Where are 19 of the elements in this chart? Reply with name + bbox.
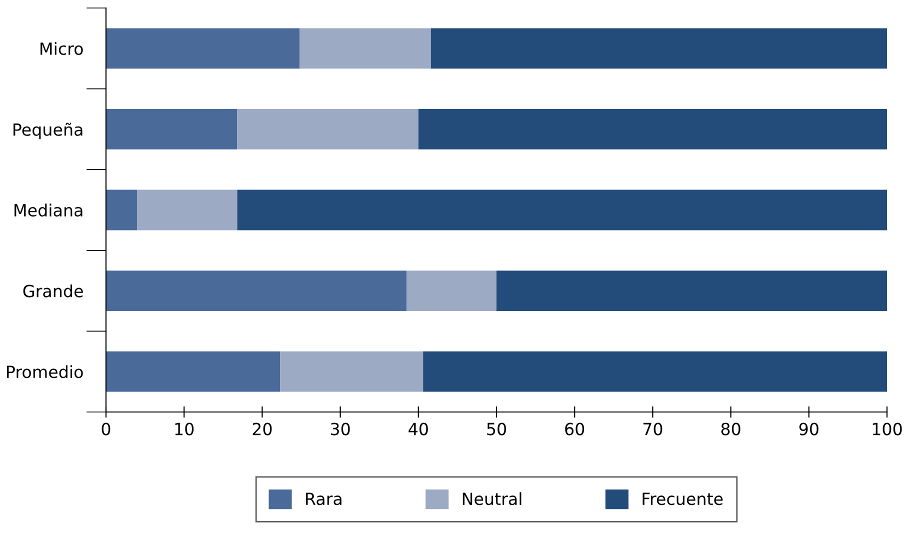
x-tick-label: 20 <box>252 422 272 436</box>
x-tick-label: 40 <box>408 422 428 436</box>
x-tick-label: 70 <box>643 422 662 436</box>
y-tick-label: Pequeña <box>14 122 82 140</box>
y-tick-label: Mediana <box>14 204 82 217</box>
y-tick-label: Micro <box>40 42 83 55</box>
x-tick-label: 60 <box>565 422 584 436</box>
x-tick-label: 80 <box>721 422 740 436</box>
x-tick-label: 10 <box>175 422 194 436</box>
x-tick-label: 100 <box>872 422 902 436</box>
legend-label: Neutral <box>462 492 522 506</box>
x-tick-label: 30 <box>330 422 350 436</box>
legend-label: Frecuente <box>642 492 723 506</box>
legend-label: Rara <box>306 492 342 506</box>
x-tick-label: 0 <box>102 422 110 436</box>
x-tick-label: 90 <box>799 422 818 436</box>
x-tick-label: 50 <box>487 422 506 436</box>
y-tick-label: Promedio <box>7 365 83 378</box>
y-tick-label: Grande <box>23 284 83 298</box>
